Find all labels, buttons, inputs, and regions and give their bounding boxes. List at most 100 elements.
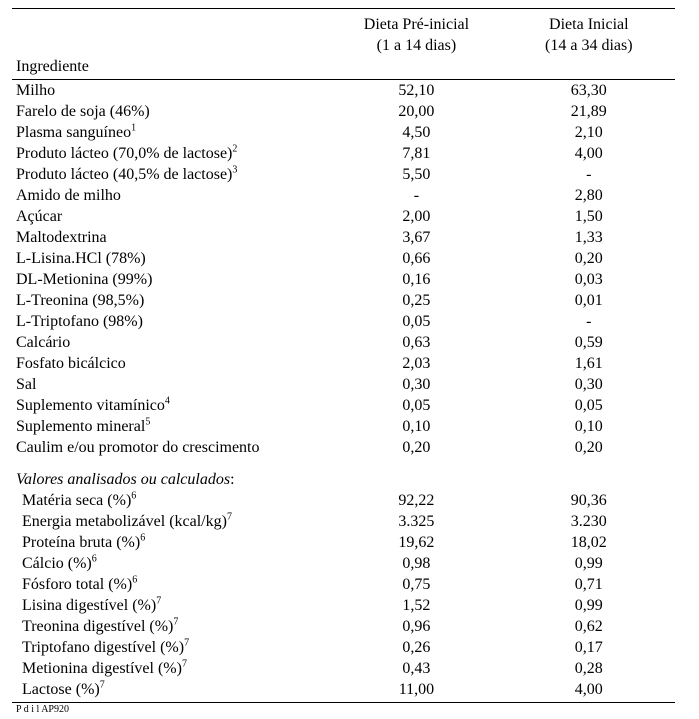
table-row: Treonina digestível (%)70,960,62 [12, 616, 675, 637]
row-value-1: - [330, 185, 502, 206]
row-value-1: 0,05 [330, 311, 502, 332]
row-value-2: 0,05 [503, 395, 675, 416]
row-label: Fosfato bicálcico [12, 353, 330, 374]
table-row: Energia metabolizável (kcal/kg)73.3253.2… [12, 511, 675, 532]
table-row: Suplemento mineral50,100,10 [12, 416, 675, 437]
row-value-2: 1,61 [503, 353, 675, 374]
table-row: Suplemento vitamínico40,050,05 [12, 395, 675, 416]
row-value-2: 2,10 [503, 122, 675, 143]
row-value-1: 20,00 [330, 101, 502, 122]
footnote: P d i l AP920 [12, 702, 675, 715]
row-value-1: 7,81 [330, 143, 502, 164]
row-value-2: 1,33 [503, 227, 675, 248]
table-row: Plasma sanguíneo14,502,10 [12, 122, 675, 143]
row-value-2: 0,03 [503, 269, 675, 290]
row-label: Triptofano digestível (%)7 [12, 637, 330, 658]
row-value-1: 0,63 [330, 332, 502, 353]
row-value-2: 0,99 [503, 553, 675, 574]
row-label: Metionina digestível (%)7 [12, 658, 330, 679]
row-value-1: 0,75 [330, 574, 502, 595]
row-value-1: 1,52 [330, 595, 502, 616]
row-value-1: 19,62 [330, 532, 502, 553]
table-row: L-Triptofano (98%)0,05- [12, 311, 675, 332]
row-label: DL-Metionina (99%) [12, 269, 330, 290]
row-value-1: 5,50 [330, 164, 502, 185]
table-row: Metionina digestível (%)70,430,28 [12, 658, 675, 679]
row-label: Fósforo total (%)6 [12, 574, 330, 595]
row-value-2: 4,00 [503, 143, 675, 164]
row-value-1: 0,98 [330, 553, 502, 574]
row-value-2: 0,17 [503, 637, 675, 658]
row-label: L-Lisina.HCl (78%) [12, 248, 330, 269]
table-row: DL-Metionina (99%)0,160,03 [12, 269, 675, 290]
table-row: Matéria seca (%)692,2290,36 [12, 490, 675, 511]
row-label: Calcário [12, 332, 330, 353]
page: Dieta Pré-inicial Dieta Inicial (1 a 14 … [0, 0, 699, 719]
row-label: Plasma sanguíneo1 [12, 122, 330, 143]
table-row: Fosfato bicálcico2,031,61 [12, 353, 675, 374]
row-label: L-Triptofano (98%) [12, 311, 330, 332]
table-row: Proteína bruta (%)619,6218,02 [12, 532, 675, 553]
row-value-1: 0,96 [330, 616, 502, 637]
row-value-2: - [503, 311, 675, 332]
row-value-1: 4,50 [330, 122, 502, 143]
row-label: Maltodextrina [12, 227, 330, 248]
row-value-2: 1,50 [503, 206, 675, 227]
row-label: Matéria seca (%)6 [12, 490, 330, 511]
row-value-1: 11,00 [330, 679, 502, 702]
row-value-2: 4,00 [503, 679, 675, 702]
row-value-2: 0,62 [503, 616, 675, 637]
col3-header-line2: (14 a 34 dias) [503, 36, 675, 57]
table-row: Triptofano digestível (%)70,260,17 [12, 637, 675, 658]
row-value-2: 3.230 [503, 511, 675, 532]
row-value-1: 0,26 [330, 637, 502, 658]
table-row: Caulim e/ou promotor do crescimento0,200… [12, 437, 675, 458]
table-row: Lactose (%)711,004,00 [12, 679, 675, 702]
row-value-1: 2,00 [330, 206, 502, 227]
row-value-2: 0,71 [503, 574, 675, 595]
row-value-1: 0,20 [330, 437, 502, 458]
row-value-2: 0,20 [503, 437, 675, 458]
row-label: Produto lácteo (40,5% de lactose)3 [12, 164, 330, 185]
row-label: Treonina digestível (%)7 [12, 616, 330, 637]
row-value-2: 0,30 [503, 374, 675, 395]
table-row: Maltodextrina3,671,33 [12, 227, 675, 248]
row-value-1: 0,30 [330, 374, 502, 395]
row-value-1: 0,16 [330, 269, 502, 290]
ingredients-body: Milho52,1063,30Farelo de soja (46%)20,00… [12, 80, 675, 459]
row-value-2: - [503, 164, 675, 185]
row-label: Farelo de soja (46%) [12, 101, 330, 122]
table-row: Produto lácteo (70,0% de lactose)27,814,… [12, 143, 675, 164]
col1-header: Ingrediente [12, 57, 330, 80]
row-value-1: 92,22 [330, 490, 502, 511]
row-label: Cálcio (%)6 [12, 553, 330, 574]
row-value-1: 2,03 [330, 353, 502, 374]
row-value-2: 0,28 [503, 658, 675, 679]
row-label: Amido de milho [12, 185, 330, 206]
table-row: Lisina digestível (%)71,520,99 [12, 595, 675, 616]
row-value-1: 0,25 [330, 290, 502, 311]
row-value-2: 0,01 [503, 290, 675, 311]
table-row: Milho52,1063,30 [12, 80, 675, 102]
table-row: Produto lácteo (40,5% de lactose)35,50- [12, 164, 675, 185]
row-value-2: 90,36 [503, 490, 675, 511]
row-label: Lactose (%)7 [12, 679, 330, 702]
table-row: Sal0,300,30 [12, 374, 675, 395]
row-value-1: 0,43 [330, 658, 502, 679]
row-value-2: 0,20 [503, 248, 675, 269]
row-value-1: 52,10 [330, 80, 502, 102]
row-label: Energia metabolizável (kcal/kg)7 [12, 511, 330, 532]
section-title: Valores analisados ou calculados: [12, 469, 675, 490]
table-row: Cálcio (%)60,980,99 [12, 553, 675, 574]
diet-table: Dieta Pré-inicial Dieta Inicial (1 a 14 … [12, 8, 675, 715]
table-row: Açúcar2,001,50 [12, 206, 675, 227]
col2-header-line1: Dieta Pré-inicial [330, 9, 502, 36]
row-label: Caulim e/ou promotor do crescimento [12, 437, 330, 458]
row-label: Produto lácteo (70,0% de lactose)2 [12, 143, 330, 164]
table-row: Calcário0,630,59 [12, 332, 675, 353]
row-value-1: 0,05 [330, 395, 502, 416]
row-value-1: 0,66 [330, 248, 502, 269]
row-label: Açúcar [12, 206, 330, 227]
row-value-2: 18,02 [503, 532, 675, 553]
row-value-2: 2,80 [503, 185, 675, 206]
